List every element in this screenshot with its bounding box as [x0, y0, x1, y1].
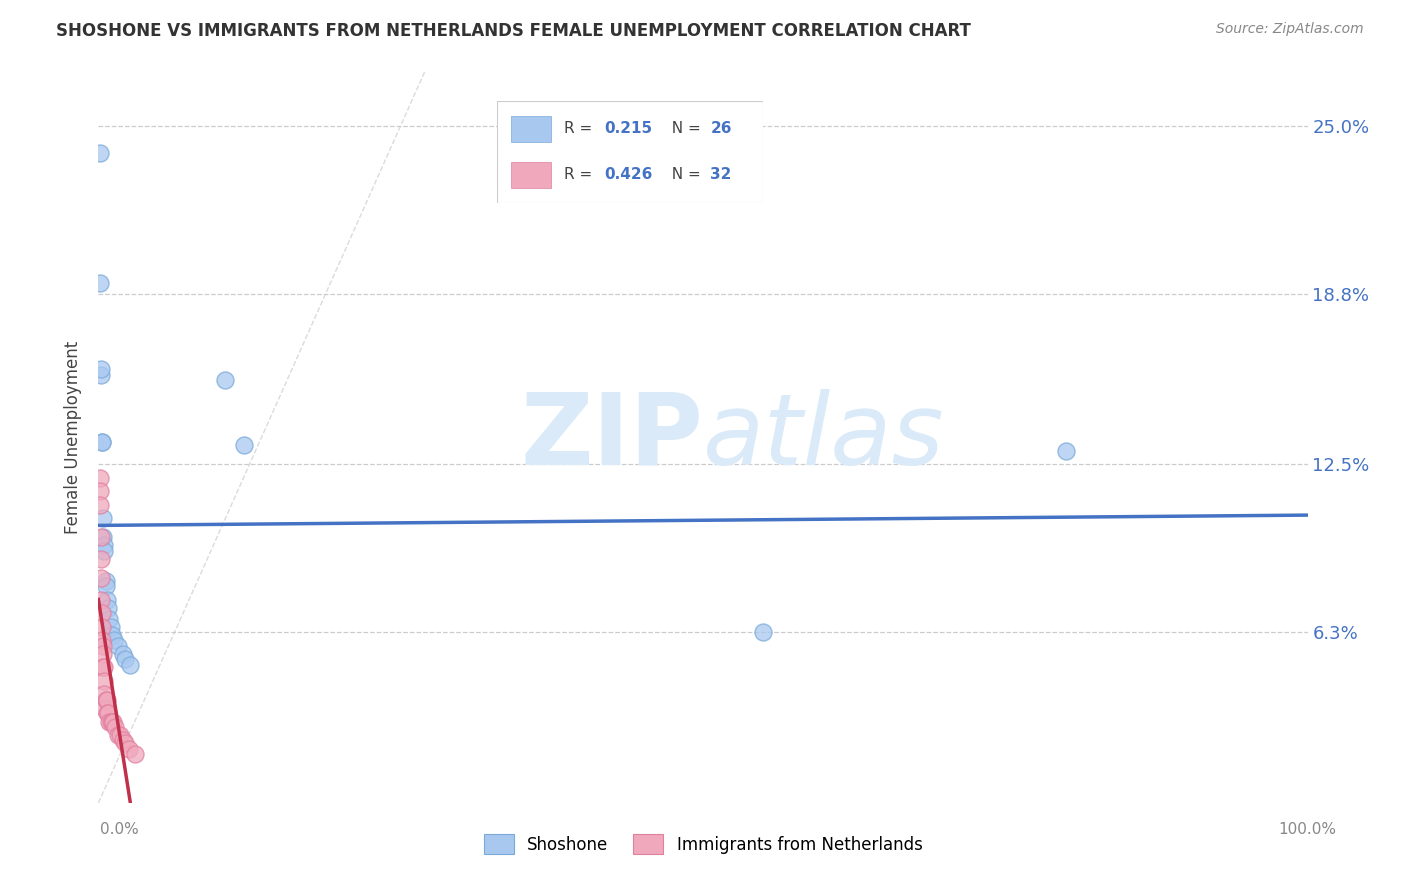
Text: 100.0%: 100.0%: [1278, 822, 1337, 837]
Point: [93, 701, 115, 715]
Point: [91, 435, 114, 450]
Point: [90, 368, 112, 382]
Point: [89, 498, 111, 512]
Point: [100, 714, 122, 729]
Point: [93, 660, 115, 674]
Point: [124, 747, 146, 761]
Point: [94, 574, 117, 588]
Point: [91, 530, 114, 544]
Point: [98, 714, 121, 729]
Point: [96, 592, 118, 607]
Point: [111, 733, 134, 747]
Point: [108, 728, 131, 742]
Point: [97, 600, 120, 615]
Point: [111, 647, 134, 661]
Point: [96, 693, 118, 707]
Point: [118, 657, 141, 672]
Point: [89, 145, 111, 160]
Point: [90, 530, 112, 544]
Point: [93, 673, 115, 688]
Point: [114, 652, 136, 666]
Point: [118, 741, 141, 756]
Point: [91, 660, 114, 674]
Text: Source: ZipAtlas.com: Source: ZipAtlas.com: [1216, 22, 1364, 37]
Point: [103, 633, 125, 648]
Point: [90, 592, 112, 607]
Point: [91, 639, 114, 653]
Point: [107, 639, 129, 653]
Point: [90, 362, 112, 376]
Point: [100, 628, 122, 642]
Point: [104, 720, 127, 734]
Point: [89, 276, 111, 290]
Point: [94, 579, 117, 593]
Point: [232, 438, 254, 452]
Point: [90, 552, 112, 566]
Point: [100, 714, 122, 729]
Point: [93, 688, 115, 702]
Text: 0.0%: 0.0%: [100, 822, 139, 837]
Text: atlas: atlas: [703, 389, 945, 485]
Point: [94, 693, 117, 707]
Point: [101, 714, 124, 729]
Point: [91, 647, 114, 661]
Point: [91, 620, 114, 634]
Point: [98, 611, 121, 625]
Text: SHOSHONE VS IMMIGRANTS FROM NETHERLANDS FEMALE UNEMPLOYMENT CORRELATION CHART: SHOSHONE VS IMMIGRANTS FROM NETHERLANDS …: [56, 22, 972, 40]
Point: [91, 633, 114, 648]
Point: [97, 706, 120, 721]
Point: [93, 538, 115, 552]
Point: [114, 736, 136, 750]
Point: [96, 706, 118, 721]
Text: ZIP: ZIP: [520, 389, 703, 485]
Y-axis label: Female Unemployment: Female Unemployment: [65, 341, 83, 533]
Point: [89, 484, 111, 499]
Point: [89, 471, 111, 485]
Point: [91, 435, 114, 450]
Point: [90, 571, 112, 585]
Point: [107, 728, 129, 742]
Point: [752, 625, 775, 640]
Point: [214, 373, 236, 387]
Point: [91, 511, 114, 525]
Point: [91, 606, 114, 620]
Legend: Shoshone, Immigrants from Netherlands: Shoshone, Immigrants from Netherlands: [477, 828, 929, 860]
Point: [93, 544, 115, 558]
Point: [1054, 443, 1077, 458]
Point: [100, 620, 122, 634]
